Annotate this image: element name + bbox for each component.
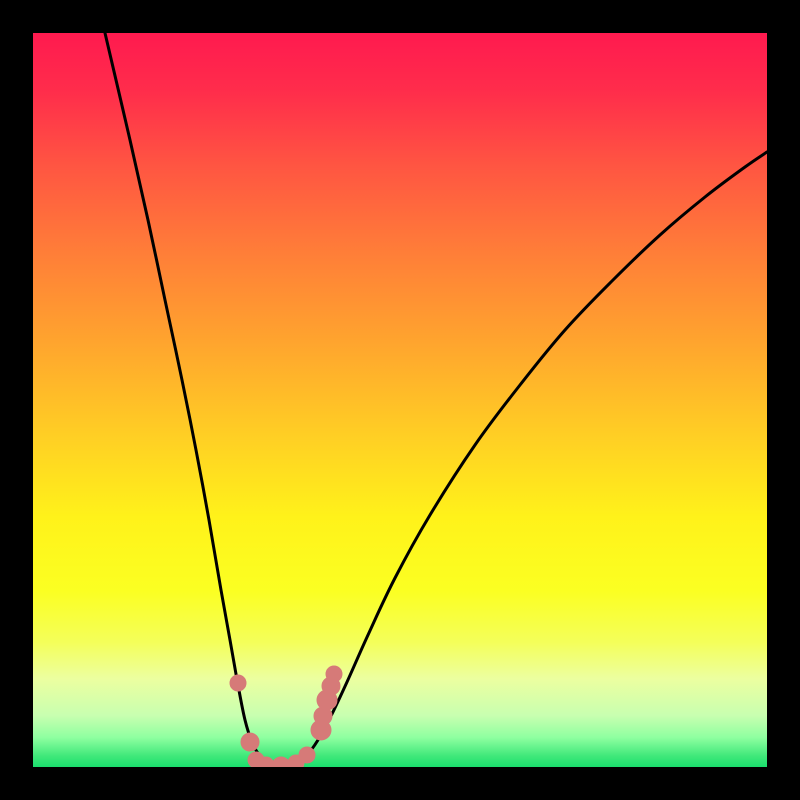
chart-svg: [0, 0, 800, 800]
plot-background: [33, 33, 767, 767]
curve-marker: [317, 690, 337, 710]
curve-marker: [230, 675, 246, 691]
curve-marker: [311, 720, 331, 740]
curve-marker: [314, 707, 332, 725]
curve-marker: [241, 733, 259, 751]
watermark-text: TheBottleneck.com: [570, 2, 796, 31]
curve-marker: [272, 757, 290, 775]
curve-marker: [326, 666, 342, 682]
curve-marker: [258, 757, 274, 773]
curve-marker: [248, 752, 264, 768]
curve-marker: [299, 747, 315, 763]
bottleneck-v-curve: [105, 33, 767, 765]
curve-marker: [288, 755, 304, 771]
curve-marker: [322, 677, 340, 695]
plot-outer-border: [0, 0, 800, 800]
chart-root: TheBottleneck.com: [0, 0, 800, 800]
curve-markers-group: [230, 666, 342, 775]
